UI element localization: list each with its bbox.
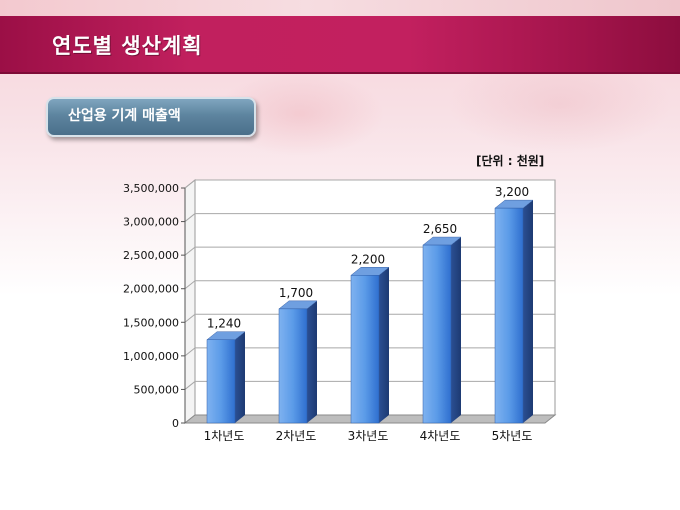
bar [350,267,390,424]
bar-side [379,267,389,423]
title-bar [0,16,680,72]
bar-value-label: 2,650 [423,222,457,236]
x-tick-label: 1차년도 [204,429,245,443]
bar-side [523,200,533,423]
chart-side-wall [184,178,196,425]
gridline-depth [184,246,196,256]
bar-side [307,300,317,423]
gridline-depth [184,313,196,323]
gridline-depth [184,381,196,390]
section-label-box [46,97,256,137]
y-tick-label: 2,500,000 [123,249,179,262]
bar [422,236,462,424]
bar-side [235,331,245,423]
bar-face [206,339,236,424]
x-axis: 1차년도 2차년도 3차년도 4차년도 5차년도 [204,429,533,443]
bar [278,300,318,424]
section-label: 산업용 기계 매출액 [68,108,181,124]
bar-face [350,275,380,424]
bar-value-label: 2,200 [351,252,385,266]
gridline-depth [184,213,196,222]
bar [494,199,534,424]
bar-side [451,237,461,423]
gridline-depth [184,280,196,290]
y-tick-label: 3,000,000 [123,216,179,229]
y-axis: 0 500,000 1,000,000 1,500,000 2,000,000 2,500… [123,182,186,430]
y-tick-label: 2,000,000 [123,283,179,296]
bars: 1,240 1,700 2,200 2,650 3,200 [206,185,534,424]
y-tick-label: 3,500,000 [123,182,179,195]
bar-face [278,308,308,424]
y-tick-label: 1,500,000 [123,316,179,329]
x-tick-label: 2차년도 [276,429,317,443]
bar [206,331,246,424]
slide-title: 연도별 생산계획 [52,34,203,58]
y-tick-label: 0 [172,417,179,430]
x-tick-label: 3차년도 [348,429,389,443]
y-tick-label: 1,000,000 [123,350,179,363]
x-tick-label: 4차년도 [420,429,461,443]
bar-value-label: 3,200 [495,185,529,199]
x-tick-label: 5차년도 [492,429,533,443]
gridline-depth [184,179,196,189]
gridline-depth [184,347,196,357]
bar-value-label: 1,240 [207,317,241,331]
top-band [0,0,680,16]
unit-note: [단위 : 천원] [476,154,545,168]
bar-value-label: 1,700 [279,286,313,300]
bar-face [494,207,524,424]
y-tick-label: 500,000 [134,383,180,396]
bar-face [422,244,452,424]
